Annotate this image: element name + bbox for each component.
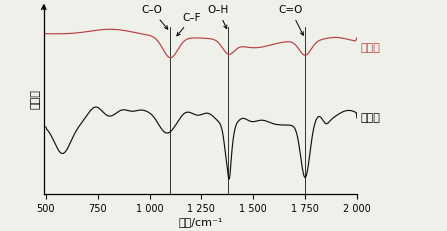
Text: C–O: C–O <box>141 5 168 29</box>
Text: C=O: C=O <box>278 5 304 35</box>
Text: C–F: C–F <box>177 13 201 36</box>
Text: O–H: O–H <box>207 5 228 29</box>
Text: 液相法: 液相法 <box>360 43 380 53</box>
Text: 燔盐法: 燔盐法 <box>360 113 380 123</box>
Y-axis label: 透过率: 透过率 <box>31 90 41 109</box>
X-axis label: 波数/cm⁻¹: 波数/cm⁻¹ <box>178 217 223 227</box>
